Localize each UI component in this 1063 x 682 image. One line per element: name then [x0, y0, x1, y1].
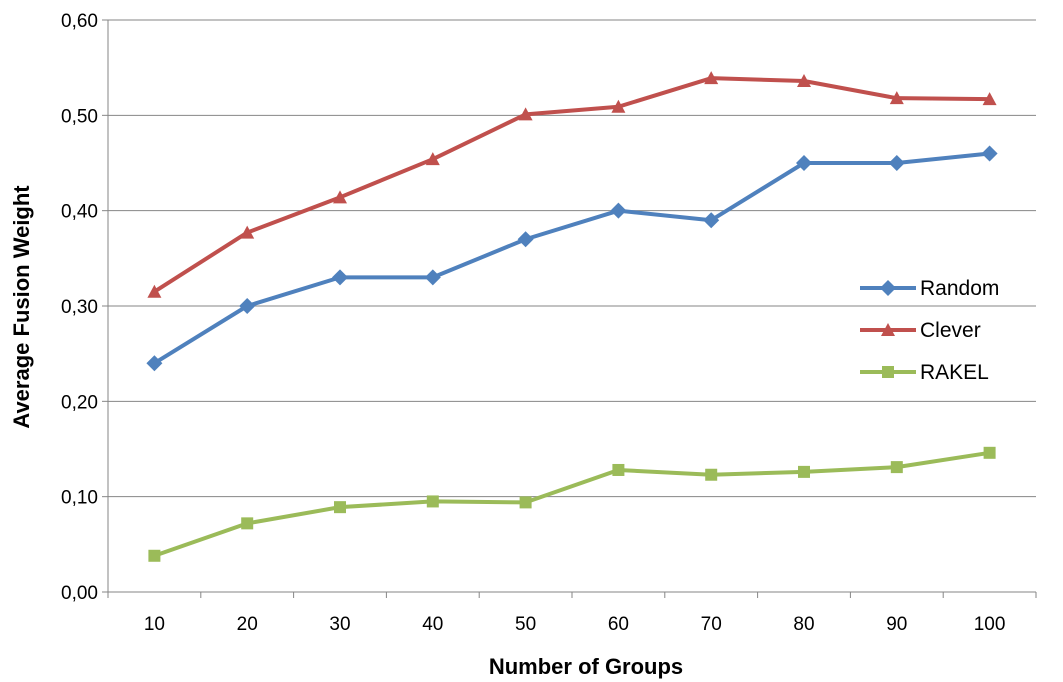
x-tick-label: 10 [144, 614, 165, 635]
clever-point [982, 92, 997, 106]
x-tick-label: 80 [793, 614, 814, 635]
x-tick-label: 100 [974, 614, 1006, 635]
random-point [610, 202, 627, 219]
y-tick-label: 0,50 [61, 106, 98, 127]
x-axis-title: Number of Groups [489, 654, 683, 679]
y-tick-label: 0,20 [61, 392, 98, 413]
legend-label: Random [920, 277, 999, 300]
axes: 0,00 0,10 0,20 0,30 0,40 0,50 0,60 10 20 30 40 50 60… [61, 11, 1037, 635]
random-point [703, 212, 720, 229]
legend-entry-random: Random [860, 277, 999, 300]
legend-label: Clever [920, 319, 981, 342]
rakel-point [983, 446, 996, 459]
clever-point [518, 107, 533, 121]
x-tick-label: 90 [886, 614, 907, 635]
clever-line [152, 76, 992, 294]
y-tick-label: 0,10 [61, 488, 98, 509]
gridlines [108, 19, 1036, 498]
y-axis-title: Average Fusion Weight [9, 185, 34, 429]
random-point [424, 269, 441, 286]
legend-entry-clever: Clever [860, 319, 981, 342]
random-point [332, 269, 348, 286]
legend-label: RAKEL [920, 361, 989, 384]
series-random [146, 145, 998, 372]
legend-swatch-marker [882, 366, 894, 378]
rakel-point [519, 496, 532, 509]
y-tick-label: 0,30 [61, 297, 98, 318]
clever-point [611, 99, 626, 113]
random-point [981, 145, 998, 162]
random-point [146, 355, 163, 372]
rakel-line [152, 450, 992, 558]
clever-point [797, 74, 811, 88]
legend: Random Clever RAKEL [860, 277, 999, 384]
series-clever [147, 71, 997, 298]
clever-point [147, 284, 162, 298]
rakel-point [890, 461, 903, 474]
x-tick-label: 30 [329, 614, 350, 635]
clever-point [333, 190, 347, 204]
rakel-point [798, 465, 810, 478]
rakel-point [241, 517, 254, 530]
rakel-point [426, 495, 439, 508]
random-point [239, 298, 256, 314]
random-line [152, 151, 992, 366]
series-rakel [148, 446, 996, 562]
random-point [796, 155, 812, 171]
rakel-point [612, 463, 625, 476]
legend-swatch-marker [881, 323, 895, 336]
random-point [517, 231, 534, 248]
y-tick-label: 0,40 [61, 202, 98, 223]
x-tick-label: 40 [422, 614, 443, 635]
x-tick-label: 60 [608, 614, 629, 635]
rakel-point [705, 468, 718, 481]
series-lines [146, 71, 998, 562]
clever-point [704, 71, 719, 85]
rakel-point [148, 549, 161, 562]
y-tick-label: 0,60 [61, 11, 98, 32]
clever-point [240, 225, 255, 239]
clever-point [889, 91, 904, 105]
legend-entry-rakel: RAKEL [860, 361, 989, 384]
x-tick-label: 50 [515, 614, 536, 635]
x-tick-label: 70 [701, 614, 722, 635]
clever-point [425, 152, 440, 166]
random-point [888, 155, 905, 171]
y-tick-label: 0,00 [61, 583, 98, 604]
x-tick-label: 20 [237, 614, 258, 635]
legend-swatch-marker [880, 280, 896, 296]
rakel-point [334, 501, 346, 514]
